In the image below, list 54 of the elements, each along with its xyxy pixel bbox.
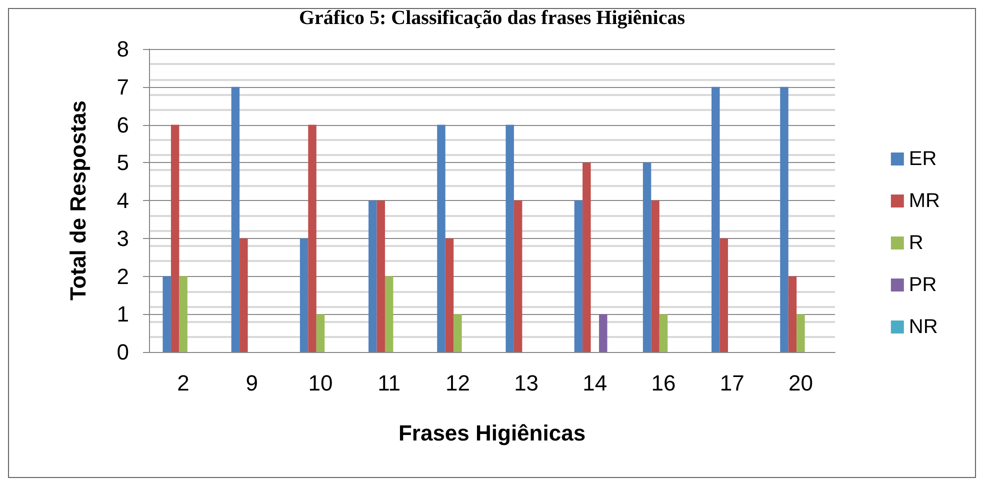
bar (651, 200, 660, 352)
bar (376, 200, 385, 352)
y-tick-label: 4 (116, 188, 129, 213)
bar (506, 124, 514, 352)
bar (308, 124, 316, 352)
x-tick-label: 12 (445, 370, 470, 396)
bar (240, 238, 248, 352)
x-tick-label: 17 (720, 370, 744, 396)
x-axis-title: Frases Higiênicas (398, 420, 586, 446)
x-tick-label: 10 (308, 370, 333, 396)
bar (368, 200, 377, 352)
x-tick-label: 14 (582, 370, 608, 396)
bar (179, 276, 188, 352)
bar (437, 124, 446, 352)
bar (162, 276, 171, 352)
bar (231, 86, 240, 352)
legend-label: R (908, 232, 924, 254)
bar (582, 162, 591, 352)
bar (642, 162, 652, 352)
bar (788, 276, 797, 352)
bar (454, 314, 462, 352)
x-tick-label: 2 (177, 370, 190, 396)
bar (720, 238, 728, 352)
x-tick-label: 11 (378, 370, 401, 396)
y-tick-label: 1 (116, 302, 129, 327)
x-tick-label: 20 (788, 370, 813, 396)
bar (796, 314, 805, 352)
legend-label: PR (908, 274, 937, 296)
legend-label: MR (908, 190, 940, 212)
bar (574, 200, 583, 352)
bar (712, 86, 720, 352)
bar (659, 314, 668, 352)
y-tick-label: 8 (116, 36, 129, 62)
chart-title: Gráfico 5: Classificação das frases Higiênicas (298, 7, 686, 29)
bar (384, 276, 394, 352)
bar (170, 124, 180, 352)
y-tick-label: 5 (116, 150, 129, 176)
y-tick-label: 2 (116, 264, 129, 289)
bar (445, 238, 454, 352)
y-axis-title: Total de Respostas (66, 100, 90, 301)
y-tick-label: 3 (116, 226, 129, 251)
x-tick-label: 9 (246, 370, 258, 396)
bar (780, 86, 788, 352)
y-tick-label: 6 (116, 112, 129, 138)
bar (300, 238, 308, 352)
x-tick-label: 13 (514, 370, 539, 396)
legend-label: ER (908, 148, 937, 170)
legend-label: NR (908, 316, 938, 338)
bar (599, 314, 608, 352)
x-tick-label: 16 (651, 370, 676, 396)
y-tick-label: 7 (116, 74, 129, 100)
y-tick-label: 0 (116, 340, 129, 364)
bar (514, 200, 522, 352)
bar (316, 314, 325, 352)
